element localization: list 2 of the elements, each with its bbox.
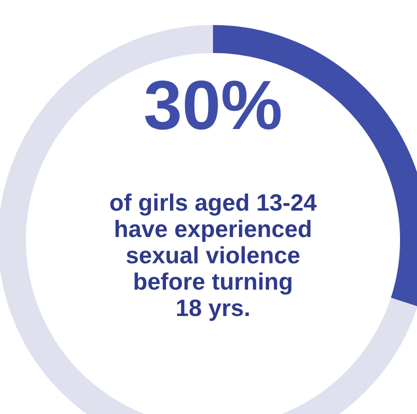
text: of girls aged 13-24 have experienced sexual violence before turning 18 yrs. [110, 194, 317, 321]
data-label: 30% [145, 80, 281, 130]
